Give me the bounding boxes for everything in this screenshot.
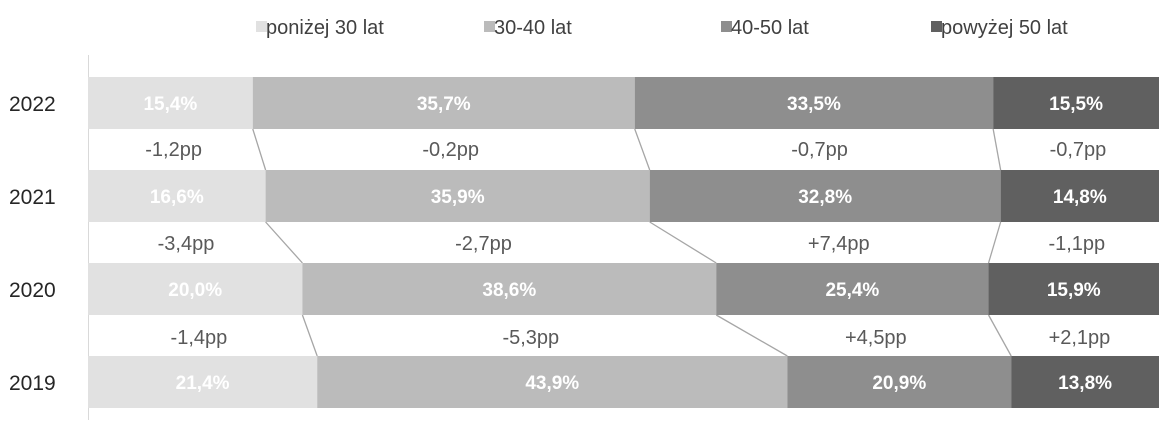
bar-2021-series-3 (649, 170, 1001, 222)
data-label-2022-series-4: 15,5% (1049, 94, 1103, 115)
bar-2022-series-3 (634, 77, 994, 129)
data-label-2019-series-1: 21,4% (176, 373, 230, 394)
bar-2022-series-1 (88, 77, 253, 129)
bar-2022-series-4 (993, 77, 1159, 129)
data-label-2019-series-2: 43,9% (525, 373, 579, 394)
connector-1-3 (992, 128, 1002, 171)
data-label-2021-series-2: 35,9% (431, 187, 485, 208)
data-label-2021-series-1: 16,6% (150, 187, 204, 208)
change-label-2-series-2: -2,7pp (455, 233, 512, 255)
year-labels: 2022 2021 2020 2019 (9, 93, 56, 395)
data-label-2019-series-3: 20,9% (872, 373, 926, 394)
bar-2022-series-2 (252, 77, 635, 129)
legend-label-2: 30-40 lat (494, 17, 572, 39)
change-label-1-series-2: -0,2pp (422, 139, 479, 161)
legend-swatch-1 (256, 21, 267, 32)
bar-2020-series-3 (716, 263, 989, 315)
change-label-3-series-2: -5,3pp (502, 327, 559, 349)
bar-2021-series-4 (1000, 170, 1159, 222)
change-label-1-series-1: -1,2pp (145, 139, 202, 161)
bar-2019-series-4 (1011, 356, 1159, 408)
data-label-2021-series-3: 32,8% (798, 187, 852, 208)
connector-3-3 (987, 314, 1012, 357)
bar-2021-series-2 (265, 170, 650, 222)
data-label-2020-series-4: 15,9% (1047, 280, 1101, 301)
bar-2019-series-1 (88, 356, 318, 408)
change-label-3-series-1: -1,4pp (171, 327, 228, 349)
data-label-2022-series-2: 35,7% (417, 94, 471, 115)
legend-swatch-3 (721, 21, 732, 32)
year-label-2019: 2019 (9, 372, 56, 395)
data-label-2019-series-4: 13,8% (1058, 373, 1112, 394)
data-label-2022-series-1: 15,4% (143, 94, 197, 115)
year-label-2022: 2022 (9, 93, 56, 116)
legend: poniżej 30 lat 30-40 lat 40-50 lat powyżej … (256, 17, 1068, 39)
bar-2019-series-3 (787, 356, 1012, 408)
connector-2-1 (265, 221, 303, 264)
legend-label-4: powyżej 50 lat (941, 17, 1068, 39)
data-label-2022-series-3: 33,5% (787, 94, 841, 115)
connector-3-2 (715, 314, 788, 357)
change-label-2-series-4: -1,1pp (1048, 233, 1105, 255)
bars: 15,4% 35,7% 33,5% 15,5% 16,6% 35,9% 32,8% 14,8%… (88, 77, 1159, 408)
change-label-1-series-3: -0,7pp (791, 139, 848, 161)
connector-2-2 (649, 221, 717, 264)
change-label-3-series-3: +4,5pp (845, 327, 907, 349)
change-label-1-series-4: -0,7pp (1050, 139, 1107, 161)
data-label-2020-series-1: 20,0% (168, 280, 222, 301)
change-label-2-series-1: -3,4pp (158, 233, 215, 255)
data-label-2021-series-4: 14,8% (1053, 187, 1107, 208)
data-label-2020-series-2: 38,6% (482, 280, 536, 301)
data-label-2020-series-3: 25,4% (825, 280, 879, 301)
change-label-2-series-3: +7,4pp (808, 233, 870, 255)
bar-2020-series-1 (88, 263, 303, 315)
connector-1-1 (252, 128, 267, 171)
year-label-2020: 2020 (9, 279, 56, 302)
legend-label-1: poniżej 30 lat (266, 17, 384, 39)
bar-2020-series-2 (302, 263, 717, 315)
legend-swatch-2 (484, 21, 495, 32)
connector-lines (252, 128, 1012, 357)
change-labels: -1,2pp -0,2pp -0,7pp -0,7pp -3,4pp -2,7pp +7,4… (145, 139, 1110, 349)
legend-label-3: 40-50 lat (731, 17, 809, 39)
change-label-3-series-4: +2,1pp (1049, 327, 1111, 349)
bar-2021-series-1 (88, 170, 266, 222)
connector-1-2 (634, 128, 651, 171)
connector-2-3 (987, 221, 1002, 264)
legend-swatch-4 (931, 21, 942, 32)
bar-2020-series-4 (988, 263, 1159, 315)
connector-3-1 (301, 314, 318, 357)
bar-2019-series-2 (317, 356, 788, 408)
year-label-2021: 2021 (9, 186, 56, 209)
